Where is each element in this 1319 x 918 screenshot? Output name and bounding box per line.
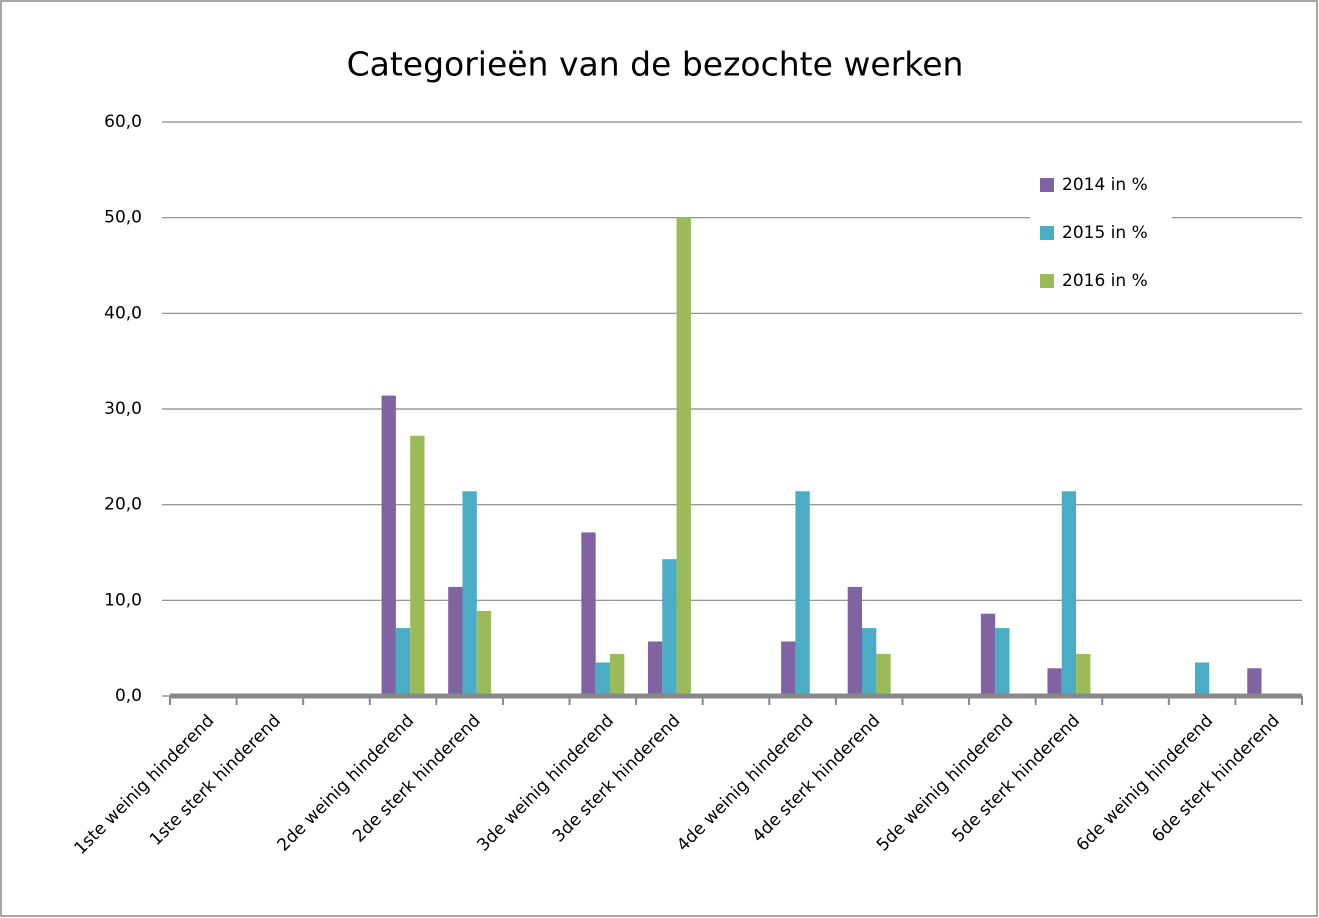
bar bbox=[795, 491, 810, 696]
bar bbox=[647, 641, 663, 696]
bar bbox=[395, 628, 411, 696]
y-tick-label: 10,0 bbox=[104, 590, 142, 610]
bar bbox=[1047, 668, 1062, 696]
bar bbox=[448, 586, 463, 696]
bar bbox=[1076, 653, 1091, 696]
legend-swatch bbox=[1040, 274, 1054, 288]
bar bbox=[995, 628, 1010, 696]
legend-label: 2014 in % bbox=[1062, 175, 1148, 195]
legend-swatch bbox=[1040, 178, 1054, 192]
bar bbox=[476, 610, 492, 696]
bar bbox=[581, 532, 596, 696]
y-tick-label: 40,0 bbox=[104, 303, 142, 323]
legend-label: 2015 in % bbox=[1062, 223, 1148, 243]
bar bbox=[1247, 668, 1262, 696]
legend-label: 2016 in % bbox=[1062, 271, 1148, 291]
bar bbox=[1194, 662, 1210, 696]
y-tick-label: 30,0 bbox=[104, 399, 142, 419]
y-tick-label: 0,0 bbox=[115, 686, 142, 706]
y-tick-label: 20,0 bbox=[104, 495, 142, 515]
bar bbox=[410, 435, 425, 696]
bar bbox=[609, 653, 625, 696]
chart-title: Categorieën van de bezochte werken bbox=[347, 45, 964, 84]
bar bbox=[862, 628, 877, 696]
bar bbox=[847, 586, 863, 696]
bar bbox=[781, 641, 796, 696]
y-tick-label: 60,0 bbox=[104, 112, 142, 132]
bar bbox=[876, 653, 891, 696]
y-tick-label: 50,0 bbox=[104, 208, 142, 228]
bar bbox=[381, 395, 396, 696]
bar bbox=[662, 559, 677, 696]
bar bbox=[462, 491, 477, 696]
bar bbox=[595, 662, 610, 696]
bar bbox=[1061, 491, 1077, 696]
bar bbox=[676, 217, 691, 696]
legend-swatch bbox=[1040, 226, 1054, 240]
bar bbox=[980, 613, 996, 696]
